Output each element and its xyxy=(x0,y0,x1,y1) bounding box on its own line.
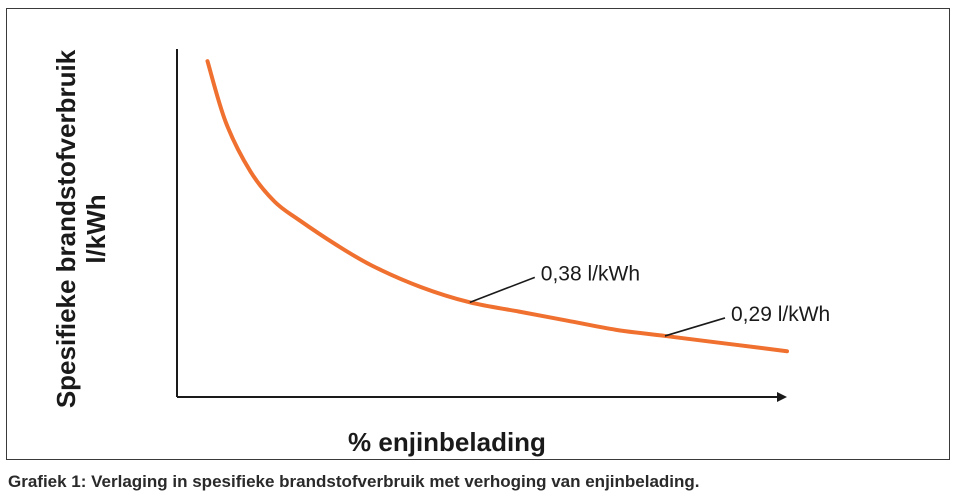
annotation-leader-1 xyxy=(664,317,726,337)
x-axis-arrow-icon xyxy=(777,392,787,402)
annotation-label-1: 0,29 l/kWh xyxy=(731,303,830,326)
series-line-0 xyxy=(205,59,789,354)
chart-plot: 0,38 l/kWh 0,29 l/kWh xyxy=(176,49,830,402)
chart-frame: 0,38 l/kWh 0,29 l/kWh Spesifieke brandsto… xyxy=(6,8,950,460)
chart-axes xyxy=(176,49,787,402)
y-axis-label-line-2: l/kWh xyxy=(81,194,111,264)
annotation-label-0: 0,38 l/kWh xyxy=(541,262,640,285)
annotation-layer: 0,38 l/kWh 0,29 l/kWh xyxy=(469,262,830,337)
series-layer xyxy=(205,59,789,354)
x-axis-label: % enjinbelading xyxy=(348,427,546,457)
figure-caption: Grafiek 1: Verlaging in spesifieke brand… xyxy=(8,472,700,491)
y-axis-label-line-1: Spesifieke brandstofverbruik xyxy=(51,49,81,409)
y-axis-label: Spesifieke brandstofverbruik l/kWh xyxy=(21,49,141,409)
annotation-leader-0 xyxy=(469,276,536,304)
